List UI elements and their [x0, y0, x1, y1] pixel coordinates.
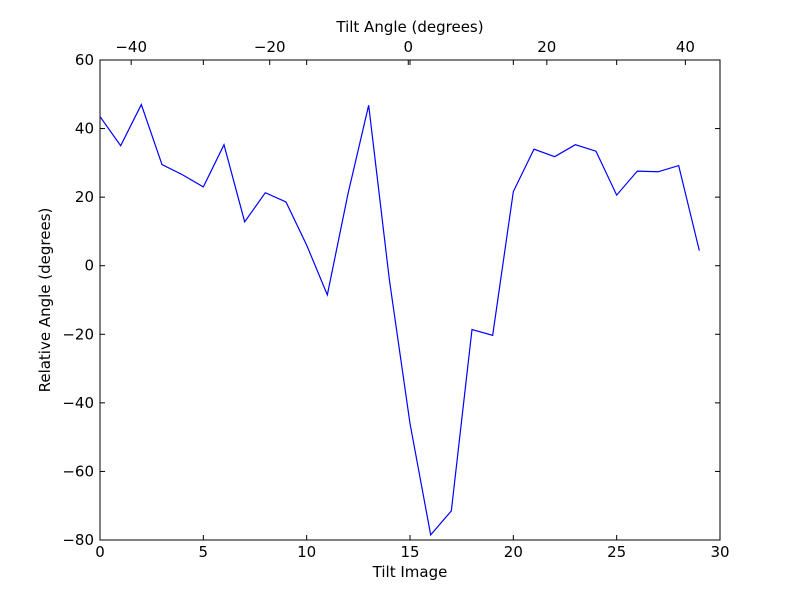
top-x-tick-label: −20	[254, 38, 286, 56]
top-x-tick-label: 0	[403, 38, 413, 56]
x-tick-label: 15	[400, 543, 419, 561]
x-axis-label: Tilt Image	[372, 563, 448, 581]
top-x-axis-label: Tilt Angle (degrees)	[335, 18, 483, 36]
y-tick-label: −60	[62, 462, 94, 480]
axes-frame	[99, 59, 721, 541]
top-x-tick-label: 40	[676, 38, 695, 56]
x-axis-ticks: 0 5 10 15 20 25 30	[95, 60, 730, 561]
y-tick-label: 60	[75, 51, 94, 69]
series-line	[99, 103, 700, 537]
y-tick-label: 0	[84, 257, 94, 275]
y-axis-ticks: −80 −60 −40 −20 0 20 40 60	[62, 51, 720, 549]
y-tick-label: 20	[75, 188, 94, 206]
series-layer	[99, 103, 700, 537]
y-tick-label: −20	[62, 325, 94, 343]
y-tick-label: −80	[62, 531, 94, 549]
top-x-tick-label: 20	[537, 38, 556, 56]
x-tick-label: 30	[710, 543, 729, 561]
top-x-axis-ticks: −40 −20 0 20 40	[115, 38, 695, 65]
y-axis-label: Relative Angle (degrees)	[36, 208, 54, 393]
x-tick-label: 0	[95, 543, 105, 561]
y-tick-label: −40	[62, 394, 94, 412]
x-tick-label: 20	[504, 543, 523, 561]
x-tick-label: 5	[199, 543, 209, 561]
top-x-tick-label: −40	[115, 38, 147, 56]
x-tick-label: 25	[607, 543, 626, 561]
x-tick-label: 10	[297, 543, 316, 561]
y-tick-label: 40	[75, 120, 94, 138]
